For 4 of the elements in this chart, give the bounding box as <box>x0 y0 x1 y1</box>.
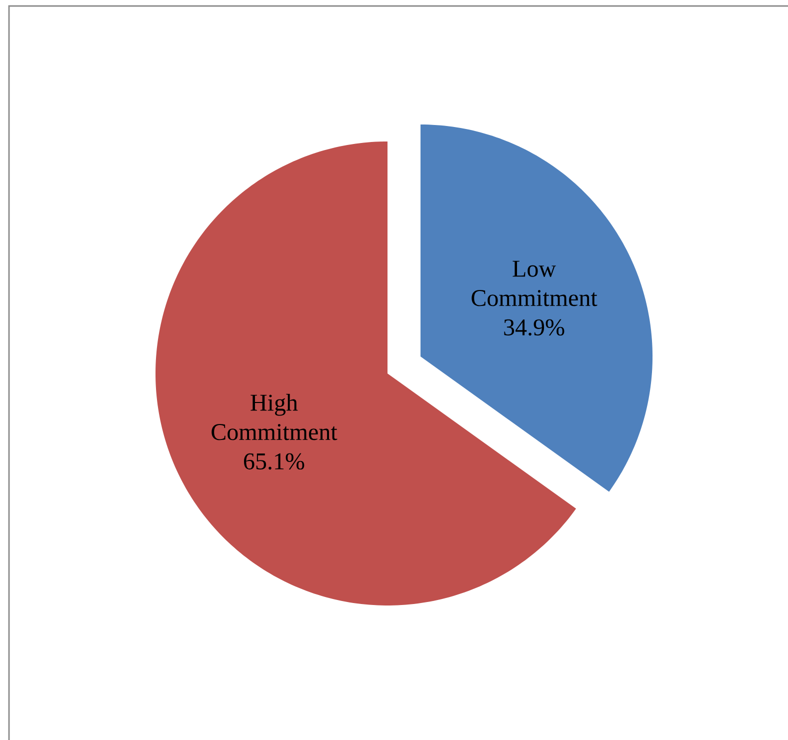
slice-label: Low Commitment <box>472 260 598 306</box>
data-label: 34.9% <box>504 319 564 336</box>
data-label: 65.1% <box>244 453 304 470</box>
slice-label: High Commitment <box>212 394 338 440</box>
